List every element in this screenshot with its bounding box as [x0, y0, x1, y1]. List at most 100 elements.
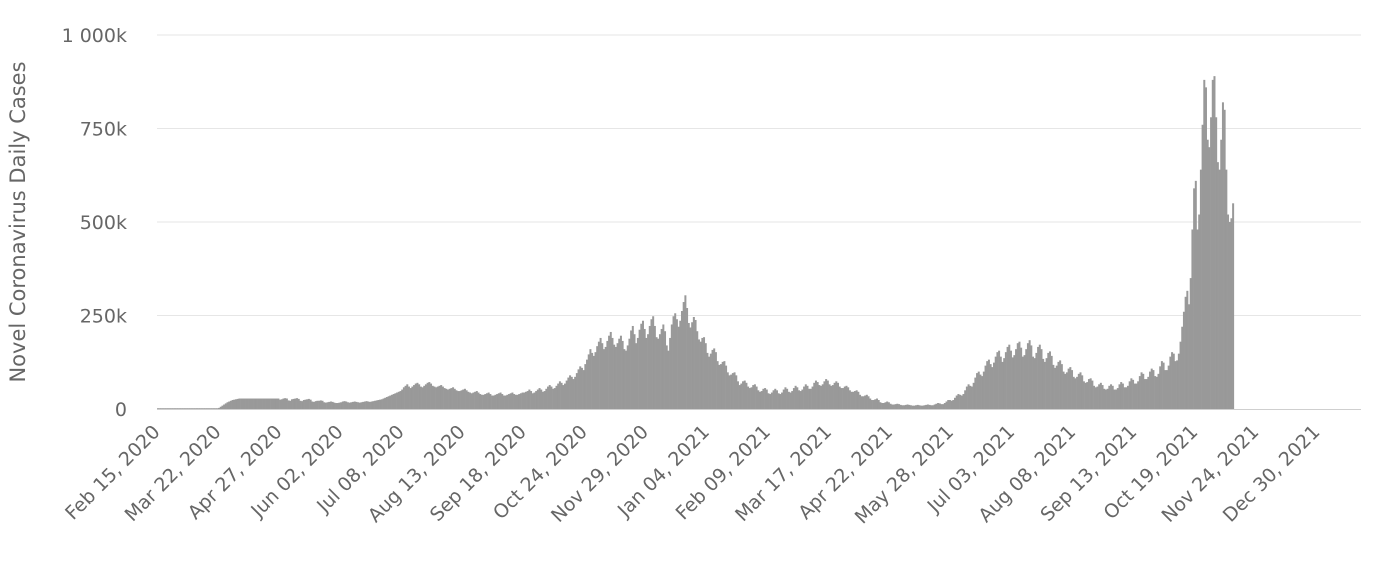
bar	[428, 382, 431, 409]
bar	[541, 391, 544, 409]
bar	[402, 387, 405, 409]
bar	[289, 400, 292, 409]
bar	[601, 343, 604, 409]
bar	[214, 408, 217, 409]
bar	[1149, 371, 1152, 409]
bar	[189, 408, 192, 409]
bar	[173, 408, 176, 409]
bar	[335, 403, 338, 409]
bar	[752, 385, 755, 409]
bar	[438, 385, 441, 409]
bar	[713, 348, 716, 409]
bar	[275, 398, 278, 409]
bar	[874, 399, 877, 409]
bar	[574, 376, 577, 409]
bar	[1013, 355, 1016, 409]
bar	[1089, 378, 1092, 409]
bar	[1086, 382, 1089, 409]
bar	[328, 401, 331, 409]
bar	[346, 402, 349, 409]
bar	[201, 408, 204, 409]
bar	[1004, 352, 1007, 409]
bar	[1071, 370, 1074, 409]
bar	[1045, 358, 1048, 409]
bar	[1201, 124, 1204, 409]
gridlines	[157, 34, 1361, 316]
bar	[808, 388, 811, 409]
bar	[414, 383, 417, 409]
bar	[887, 402, 890, 409]
bar	[329, 401, 332, 409]
bar	[1038, 344, 1041, 409]
bar	[421, 387, 424, 409]
bar	[506, 394, 509, 409]
bar	[401, 389, 404, 409]
bars	[157, 76, 1235, 410]
bar	[1006, 346, 1009, 409]
bar	[587, 354, 590, 409]
bar	[392, 394, 395, 409]
bar	[692, 317, 695, 409]
bar	[821, 384, 824, 409]
bar	[970, 386, 973, 409]
bar	[279, 399, 282, 409]
bar	[974, 377, 977, 409]
bar	[202, 408, 205, 409]
bar	[969, 385, 972, 409]
bar	[828, 384, 831, 409]
bar	[1143, 379, 1146, 409]
bar	[562, 385, 565, 409]
bar	[530, 391, 533, 409]
bar	[1093, 385, 1096, 409]
bar	[1026, 343, 1029, 409]
bar	[306, 399, 309, 409]
bar	[769, 394, 772, 409]
bar	[552, 388, 555, 409]
bar	[497, 393, 500, 409]
bar	[981, 376, 984, 409]
bar	[1203, 79, 1206, 409]
bar	[508, 394, 511, 409]
bar	[679, 320, 682, 409]
bar	[1033, 358, 1036, 409]
bar	[318, 400, 321, 409]
bar	[1155, 376, 1158, 409]
bar	[1021, 356, 1024, 409]
bar	[784, 387, 787, 409]
bar	[569, 375, 572, 409]
bar	[1213, 76, 1216, 409]
bar	[162, 408, 165, 409]
bar	[526, 391, 529, 409]
bar	[733, 372, 736, 409]
bar	[1028, 340, 1031, 409]
bar	[384, 397, 387, 409]
bar	[818, 385, 821, 409]
bar	[633, 334, 636, 409]
bar	[1081, 375, 1084, 409]
bar	[1123, 387, 1126, 409]
bar	[1018, 341, 1021, 409]
bar	[916, 404, 919, 409]
bar	[380, 399, 383, 409]
bar	[626, 345, 629, 409]
bar	[363, 401, 366, 409]
bar	[1232, 203, 1235, 409]
bar	[404, 385, 407, 409]
bar	[991, 367, 994, 409]
bar	[470, 393, 473, 409]
bar	[480, 394, 483, 409]
bar	[747, 386, 750, 409]
bar	[426, 382, 429, 409]
bar	[1025, 349, 1028, 409]
bar	[725, 365, 728, 409]
bar	[372, 401, 375, 409]
bar	[494, 394, 497, 409]
bar	[484, 394, 487, 409]
bar	[158, 408, 161, 409]
bar	[419, 386, 422, 409]
bar	[277, 398, 280, 409]
bar	[687, 322, 690, 409]
bar	[1211, 79, 1214, 409]
bar	[779, 394, 782, 409]
bar	[204, 408, 207, 409]
